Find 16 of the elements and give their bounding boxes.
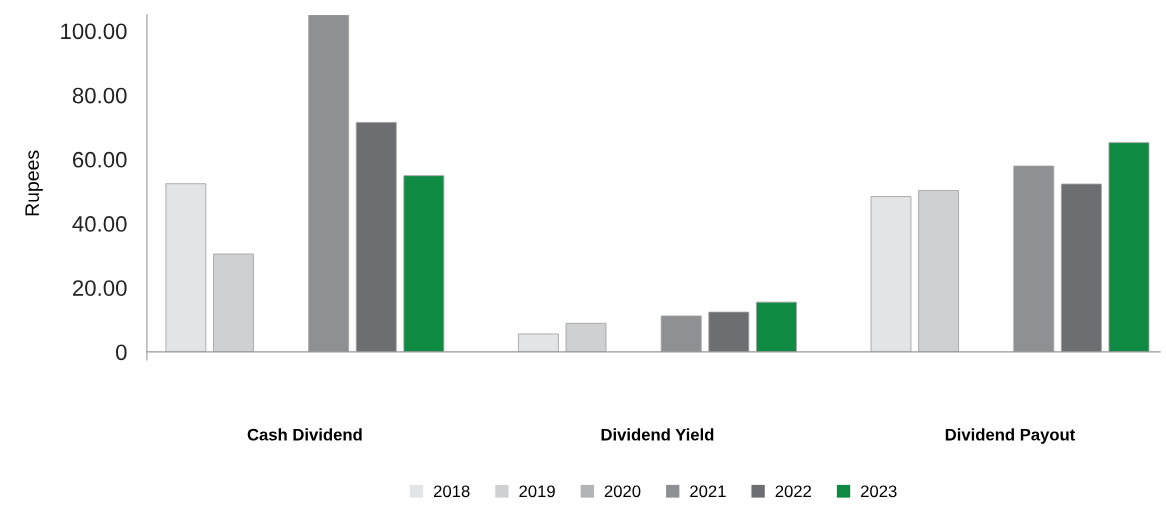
y-tick-label: 0 bbox=[115, 344, 127, 361]
y-tick-label: 40.00 bbox=[72, 216, 127, 232]
y-axis-title: Rupees bbox=[25, 150, 43, 216]
x-tick-label: Cash Dividend bbox=[247, 428, 362, 441]
y-tick-label: 80.00 bbox=[72, 87, 127, 104]
y-tick-label: 100.00 bbox=[61, 23, 127, 40]
legend-label: 2018 bbox=[434, 485, 470, 498]
x-tick-label: Dividend Payout bbox=[945, 428, 1076, 444]
legend-label: 2021 bbox=[690, 485, 726, 498]
legend-label: 2022 bbox=[775, 485, 812, 498]
y-tick-label: 60.00 bbox=[73, 151, 127, 168]
x-tick-label: Dividend Yield bbox=[601, 428, 714, 441]
legend-label: 2019 bbox=[519, 485, 555, 498]
legend-label: 2023 bbox=[861, 485, 897, 498]
y-tick-label: 20.00 bbox=[72, 280, 127, 296]
legend-label: 2020 bbox=[604, 485, 641, 498]
